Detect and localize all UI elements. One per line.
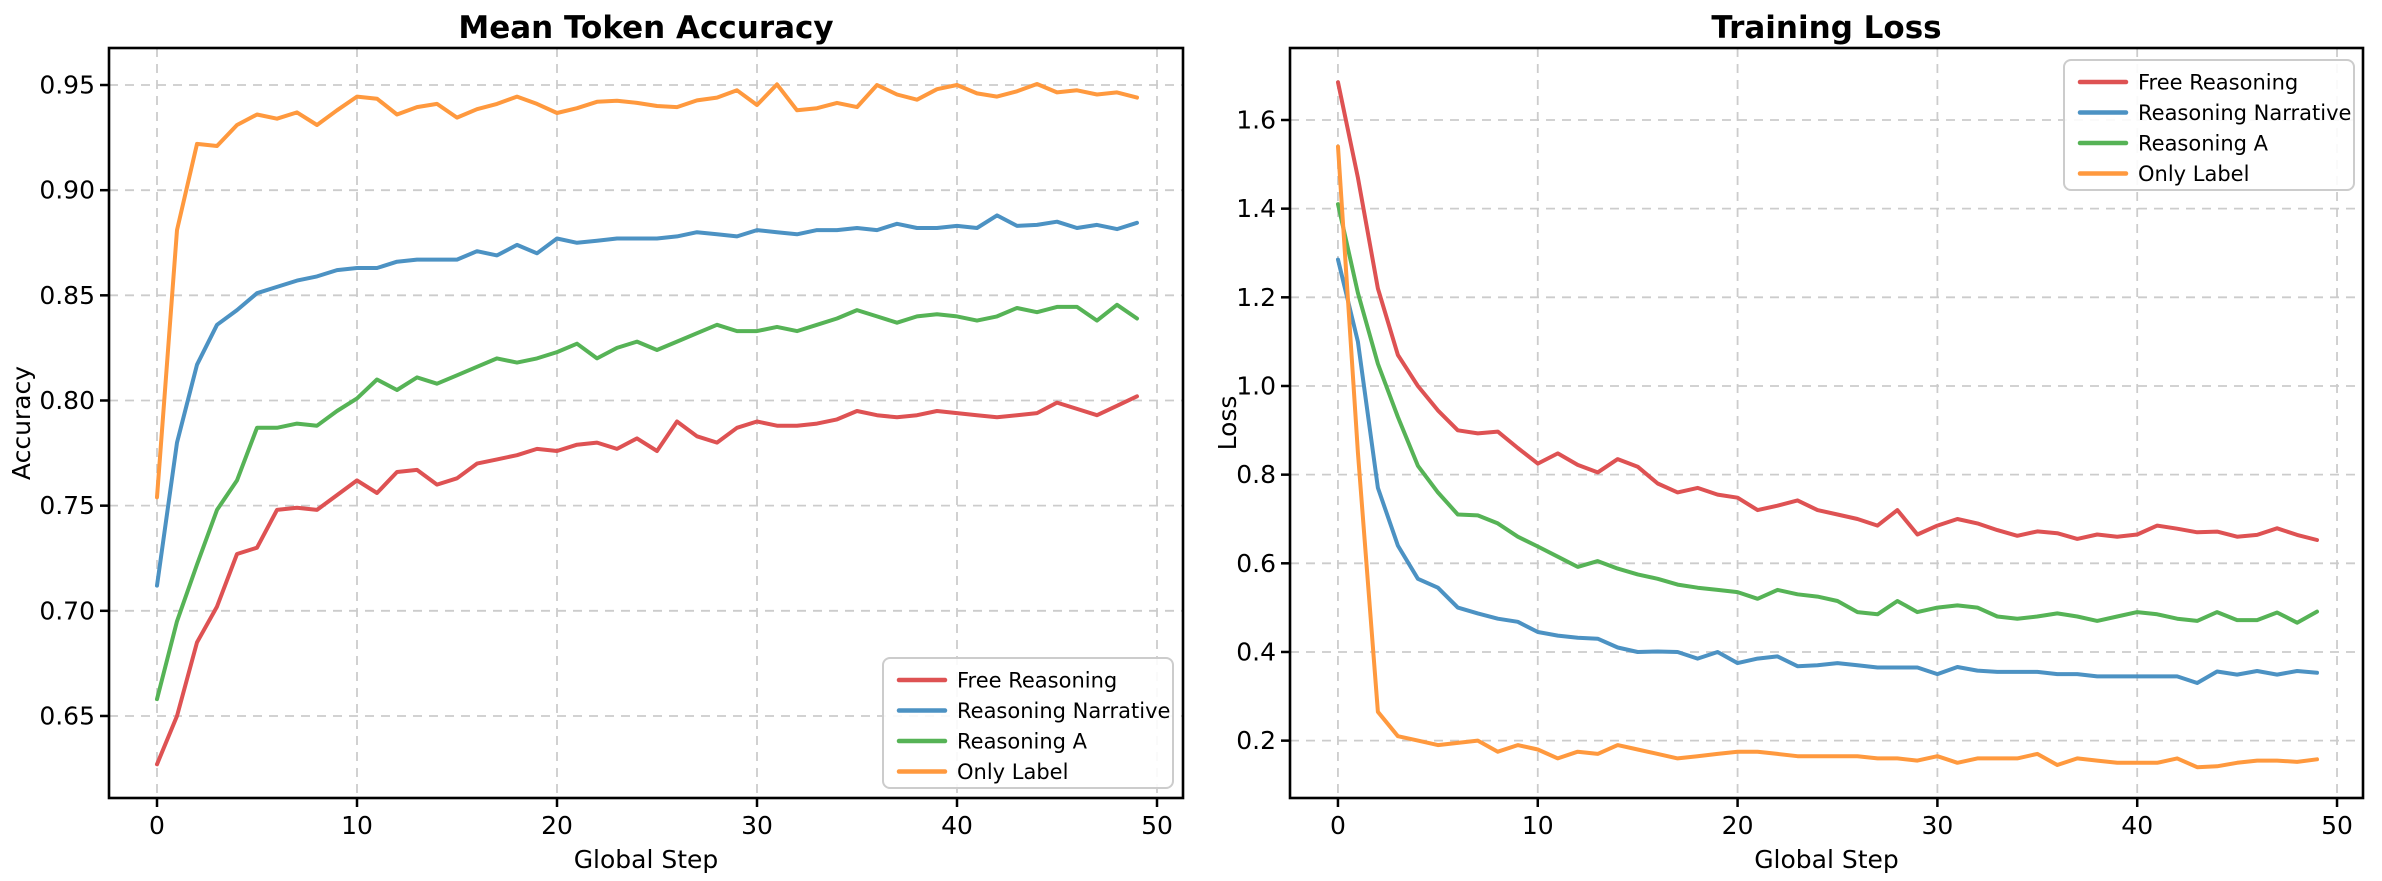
chart-loss: 0 10 20 30 40 50 Global Step 0.2 0.4 0.6 0.8 1.0 1.2… xyxy=(1213,10,2365,874)
series-line-reasoning-narrative xyxy=(1336,257,2319,685)
series-line-free-reasoning xyxy=(155,394,1139,767)
y-tick-label: 0.90 xyxy=(39,176,95,205)
legend-entry: Only Label xyxy=(2077,162,2249,186)
legend-label: Reasoning A xyxy=(2138,132,2269,156)
legend-label: Free Reasoning xyxy=(957,669,1117,693)
y-tick-label: 0.8 xyxy=(1236,460,1276,489)
x-tick-label: 10 xyxy=(1522,811,1554,840)
series-line-free-reasoning xyxy=(1336,80,2319,542)
series-line-reasoning-narrative xyxy=(155,213,1139,588)
legend-label: Reasoning A xyxy=(957,730,1088,754)
y-tick-label: 0.70 xyxy=(39,596,95,625)
y-tick-label: 0.95 xyxy=(39,71,95,100)
x-tick-label: 0 xyxy=(149,811,165,840)
legend-label: Reasoning Narrative xyxy=(2138,101,2351,125)
x-tick-label: 30 xyxy=(741,811,773,840)
y-axis: 0.65 0.70 0.75 0.80 0.85 0.90 0.95 Accuracy xyxy=(7,71,109,730)
y-tick-label: 0.65 xyxy=(39,701,95,730)
legend-label: Free Reasoning xyxy=(2138,71,2298,95)
x-tick-label: 30 xyxy=(1921,811,1953,840)
x-tick-label: 10 xyxy=(341,811,373,840)
x-tick-label: 0 xyxy=(1330,811,1346,840)
y-tick-label: 0.4 xyxy=(1236,637,1276,666)
legend-label: Only Label xyxy=(2138,162,2249,186)
legend-entry: Free Reasoning xyxy=(896,669,1117,693)
legend-box xyxy=(882,657,1174,789)
y-tick-label: 1.0 xyxy=(1236,371,1276,400)
y-tick-label: 0.6 xyxy=(1236,549,1276,578)
x-tick-label: 20 xyxy=(1722,811,1754,840)
y-axis-label: Accuracy xyxy=(7,366,36,480)
y-axis-label: Loss xyxy=(1213,396,1242,451)
y-tick-label: 1.6 xyxy=(1236,105,1276,134)
legend-label: Only Label xyxy=(957,760,1068,784)
legend: Free Reasoning Reasoning Narrative Reasoni… xyxy=(882,657,1174,789)
series-line-only-label xyxy=(155,82,1139,500)
x-axis-label: Global Step xyxy=(1754,845,1899,874)
x-tick-label: 40 xyxy=(2121,811,2153,840)
legend-entry: Reasoning Narrative xyxy=(896,699,1170,723)
legend-entry: Only Label xyxy=(896,760,1068,784)
x-tick-label: 50 xyxy=(2321,811,2353,840)
x-tick-label: 40 xyxy=(941,811,973,840)
legend-entry: Reasoning A xyxy=(2077,132,2269,156)
x-axis: 0 10 20 30 40 50 Global Step xyxy=(149,798,1173,874)
chart-title: Mean Token Accuracy xyxy=(458,10,833,46)
legend-box xyxy=(2063,59,2355,191)
legend-entry: Reasoning A xyxy=(896,730,1088,754)
y-tick-label: 0.75 xyxy=(39,491,95,520)
legend-label: Reasoning Narrative xyxy=(957,699,1170,723)
x-axis: 0 10 20 30 40 50 Global Step xyxy=(1330,798,2353,874)
x-axis-label: Global Step xyxy=(574,845,719,874)
x-tick-label: 20 xyxy=(541,811,573,840)
x-tick-label: 50 xyxy=(1141,811,1173,840)
plot-border xyxy=(107,46,1185,800)
y-tick-label: 0.80 xyxy=(39,386,95,415)
series-line-reasoning-a xyxy=(1336,202,2319,625)
legend: Free Reasoning Reasoning Narrative Reasoni… xyxy=(2063,59,2355,191)
series-line-only-label xyxy=(1336,144,2319,770)
chart-title: Training Loss xyxy=(1711,10,1941,46)
y-tick-label: 0.2 xyxy=(1236,726,1276,755)
legend-entry: Free Reasoning xyxy=(2077,71,2298,95)
y-axis: 0.2 0.4 0.6 0.8 1.0 1.2 1.4 1.6 Loss xyxy=(1213,105,1290,755)
y-tick-label: 1.4 xyxy=(1236,194,1276,223)
legend-entry: Reasoning Narrative xyxy=(2077,101,2351,125)
y-tick-label: 0.85 xyxy=(39,281,95,310)
y-tick-label: 1.2 xyxy=(1236,283,1276,312)
series-line-reasoning-a xyxy=(155,302,1139,702)
plot-border xyxy=(1288,46,2365,800)
